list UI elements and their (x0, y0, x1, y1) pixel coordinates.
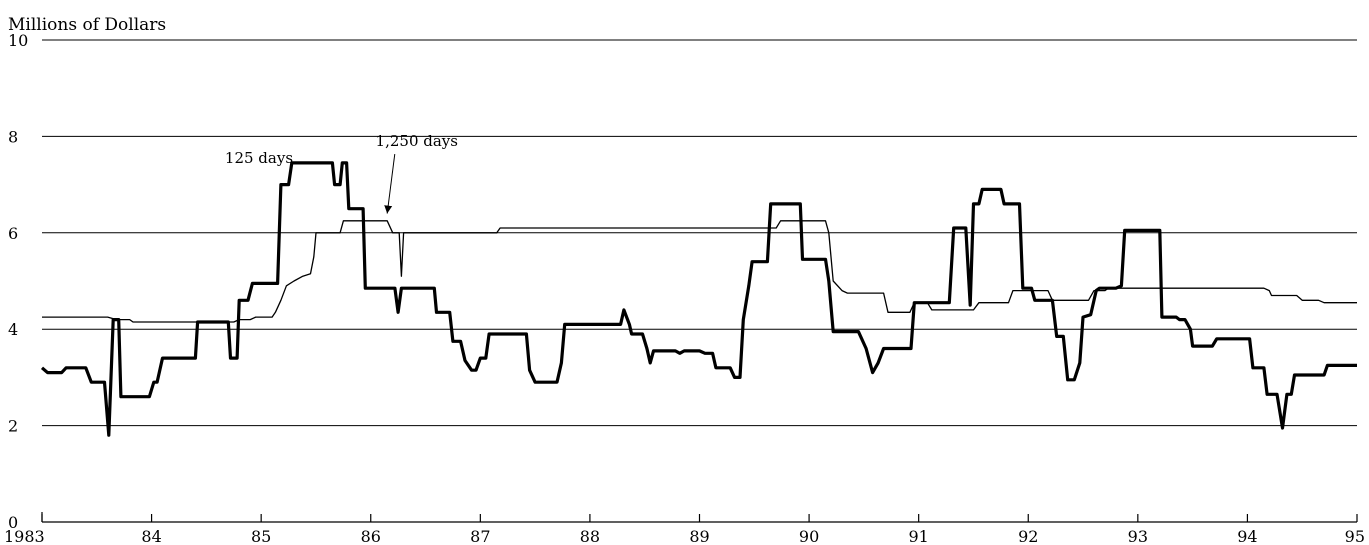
x-tick-label: 94 (1237, 527, 1257, 545)
series-lines (40, 161, 1357, 437)
x-tick-label: 87 (470, 527, 490, 545)
y-tick-label: 0 (8, 513, 18, 532)
x-tick-label: 93 (1128, 527, 1148, 545)
y-tick-label: 10 (8, 31, 28, 50)
series-line-125-days (40, 161, 1357, 437)
x-tick-label: 95 (1345, 527, 1365, 545)
series-line-1250-days (42, 220, 1357, 323)
y-tick-labels: 0 2 4 6 8 10 (8, 31, 28, 532)
gridlines (42, 39, 1357, 427)
y-tick-label: 8 (8, 127, 18, 146)
y-axis-title: Millions of Dollars (8, 15, 166, 35)
y-tick-label: 2 (8, 417, 18, 436)
x-tick-label: 86 (361, 527, 381, 545)
annotation-label: 1,250 days (376, 132, 458, 150)
x-tick-label: 91 (908, 527, 928, 545)
x-tick-label: 85 (251, 527, 271, 545)
x-tick-label: 92 (1018, 527, 1038, 545)
x-tick-label: 89 (689, 527, 709, 545)
annotation-arrow (384, 153, 396, 214)
y-tick-label: 6 (8, 224, 18, 243)
x-axis: 1983 84 85 86 87 88 89 90 91 92 93 94 95 (4, 512, 1365, 545)
annotation-label: 125 days (225, 149, 293, 167)
x-tick-label: 1983 (4, 527, 45, 545)
x-tick-label: 84 (141, 527, 161, 545)
x-tick-label: 90 (799, 527, 819, 545)
y-tick-label: 4 (8, 320, 18, 339)
x-tick-label: 88 (580, 527, 600, 545)
annotations: 125 days 1,250 days (225, 132, 458, 214)
